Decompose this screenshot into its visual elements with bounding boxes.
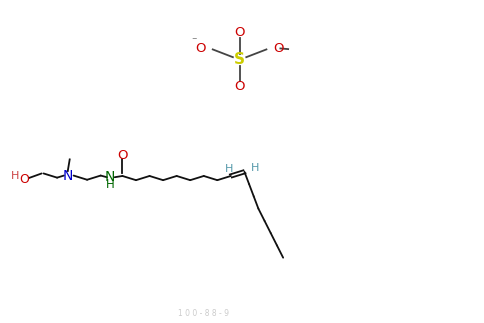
Text: N: N [105,170,115,184]
Text: O: O [117,149,128,162]
Text: O: O [234,80,245,93]
Text: O: O [19,173,29,186]
Text: H: H [106,178,114,191]
Text: ⁻: ⁻ [191,36,197,46]
Text: O: O [234,26,245,39]
Text: N: N [62,169,73,182]
Text: O: O [196,42,206,55]
Text: 1 0 0 - 8 8 - 9: 1 0 0 - 8 8 - 9 [178,309,229,318]
Text: O: O [273,42,284,55]
Text: S: S [234,52,245,67]
Text: H: H [251,163,259,173]
Text: H: H [11,172,20,181]
Text: H: H [225,164,234,174]
